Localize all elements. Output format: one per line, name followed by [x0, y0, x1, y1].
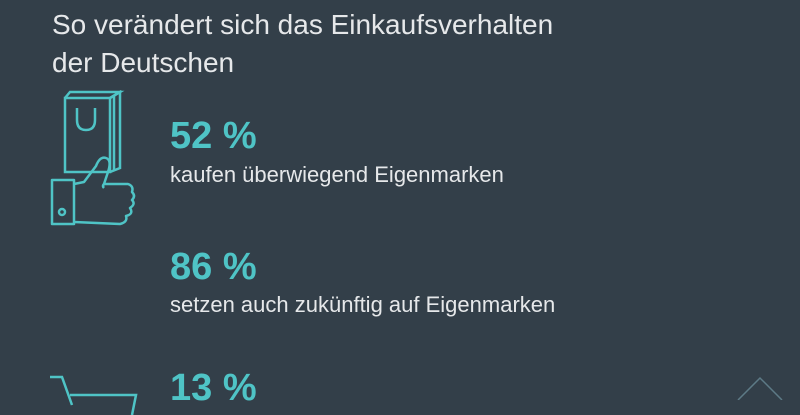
stat-value: 52 %: [170, 115, 257, 157]
page-title: So verändert sich das Einkaufsverhalten …: [52, 6, 553, 82]
title-line-1: So verändert sich das Einkaufsverhalten: [52, 9, 554, 40]
thumbs-up-icon: [50, 156, 136, 226]
decorative-chevron-icon: [737, 376, 783, 400]
shopping-bag-icon: [63, 90, 125, 174]
stat-label: setzen auch zukünftig auf Eigenmarken: [170, 292, 556, 317]
stat-label: kaufen überwiegend Eigenmarken: [170, 162, 504, 187]
shopping-cart-icon: [50, 375, 138, 415]
stat-value: 13 %: [170, 367, 257, 409]
stat-value: 86 %: [170, 246, 257, 288]
title-line-2: der Deutschen: [52, 47, 235, 78]
